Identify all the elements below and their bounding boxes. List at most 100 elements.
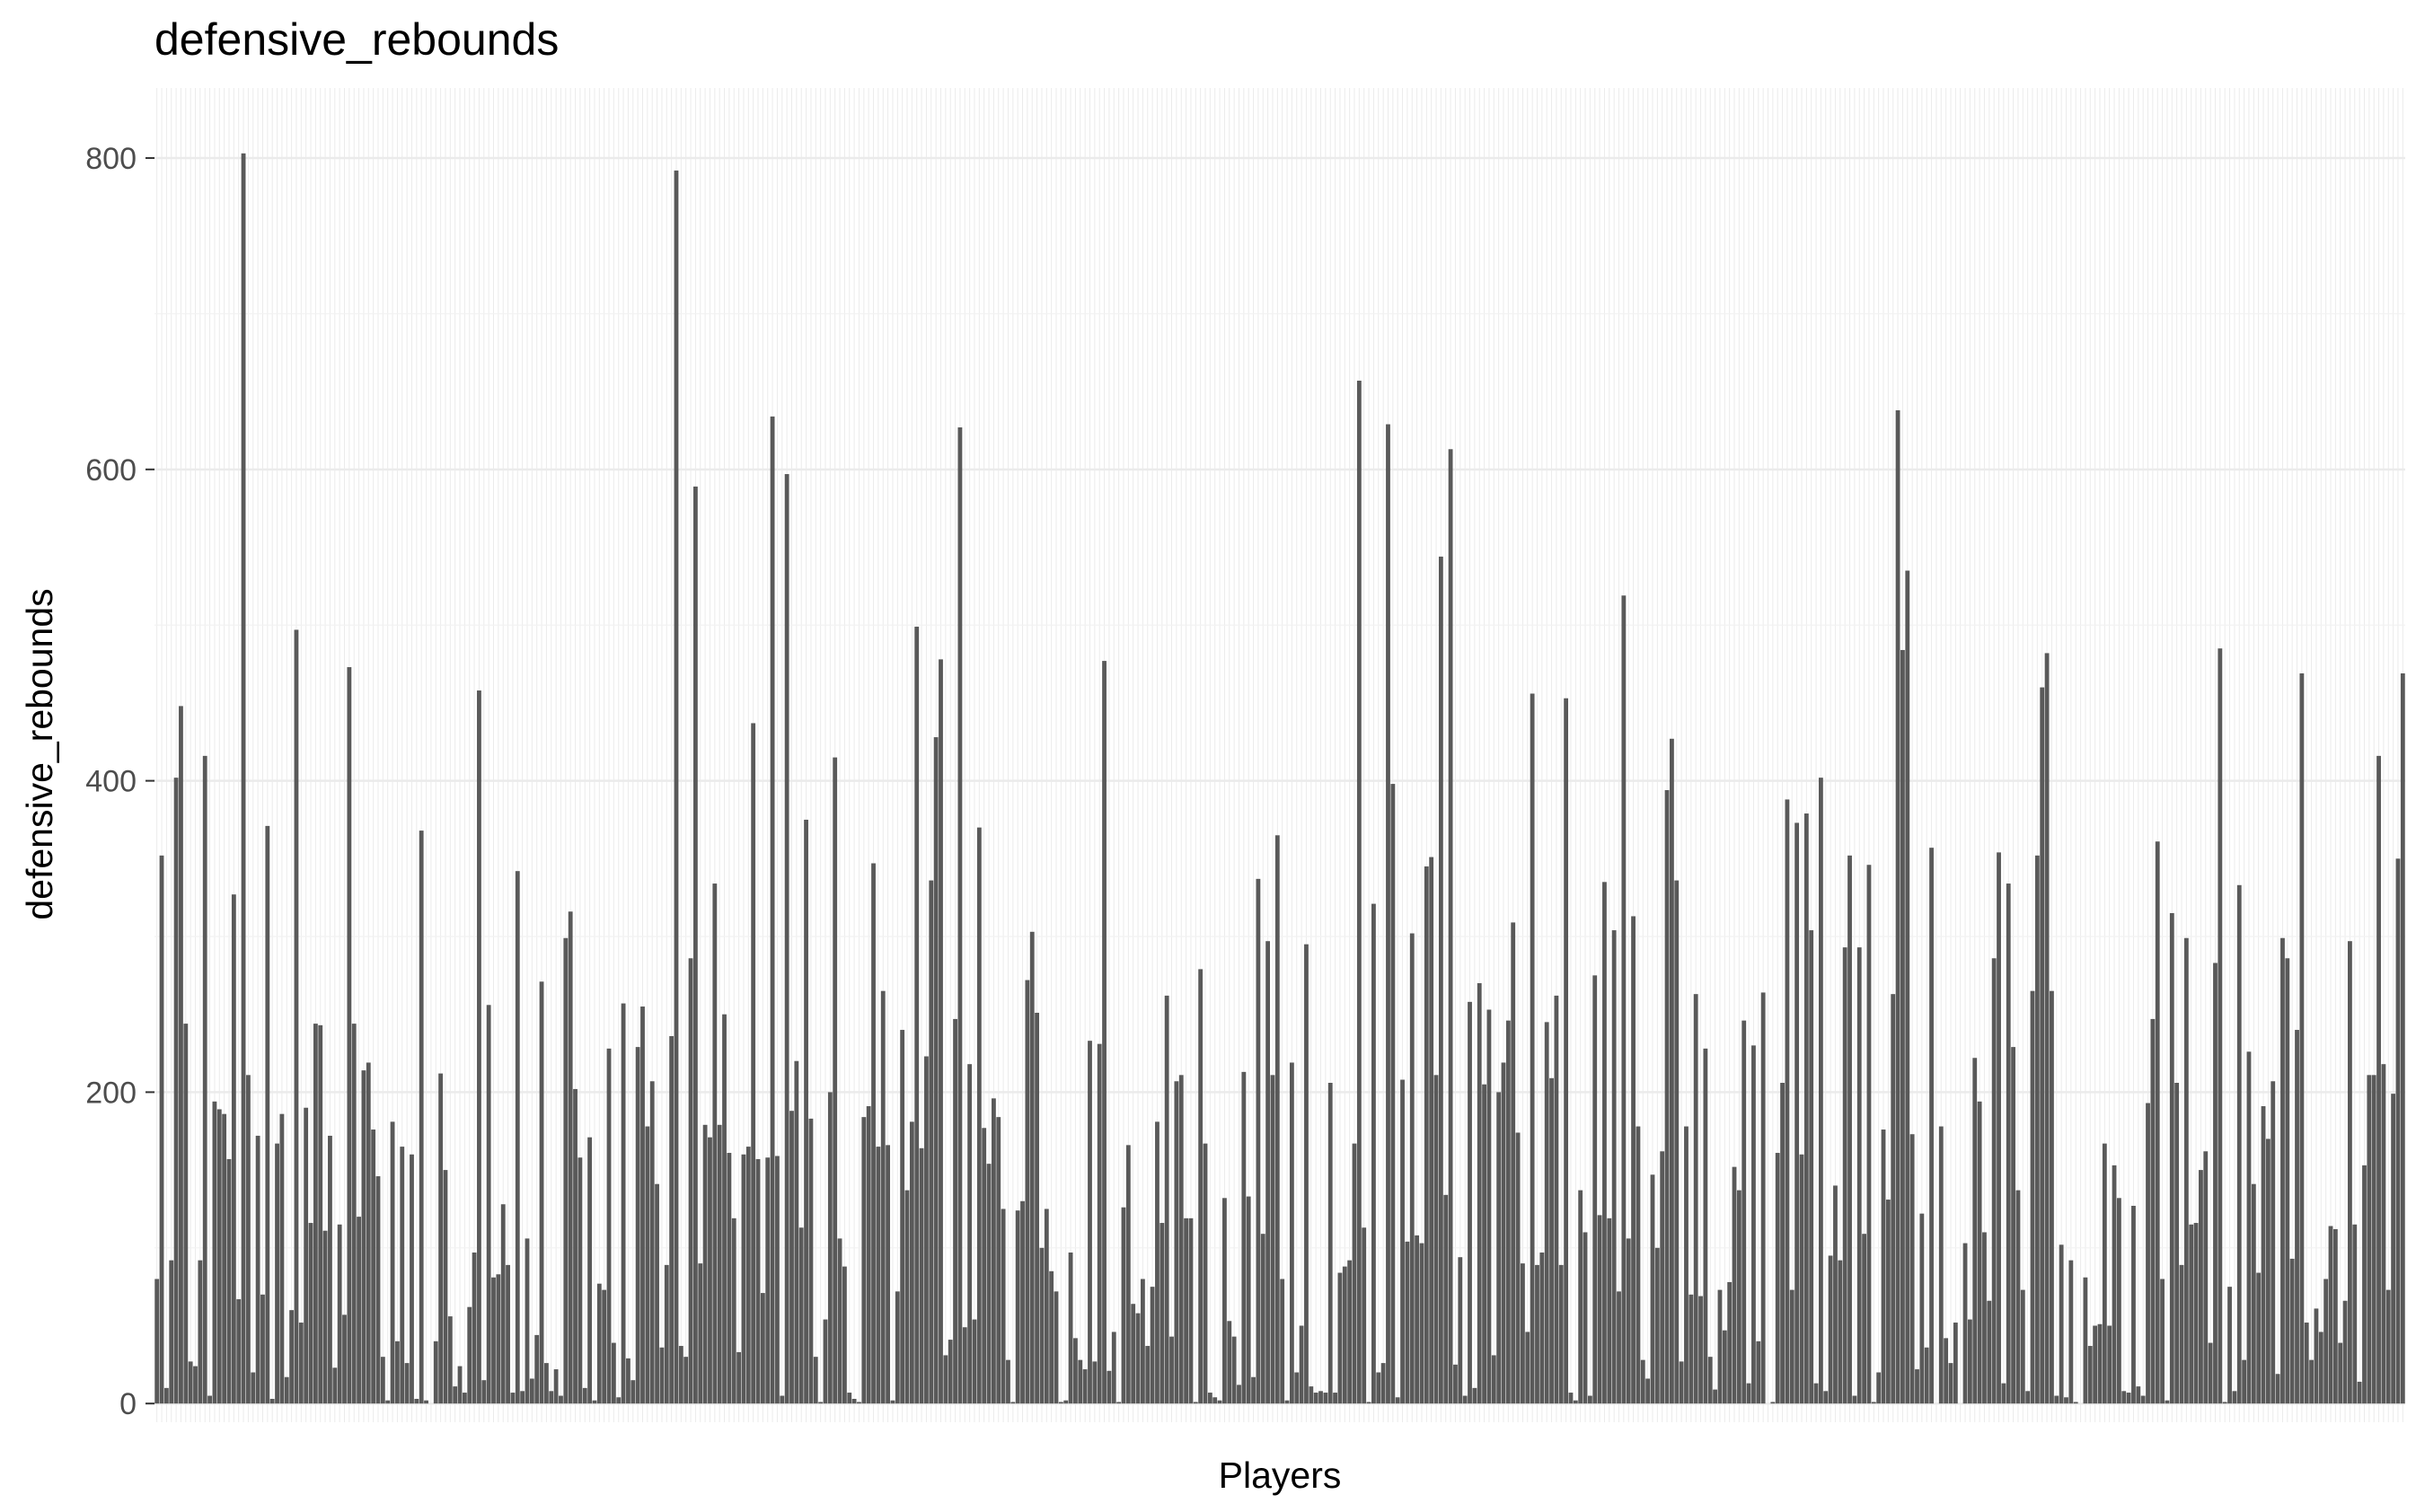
- bar: [2367, 1075, 2372, 1404]
- bar: [1342, 1266, 1347, 1404]
- bar: [2136, 1386, 2141, 1404]
- bar: [2236, 884, 2242, 1404]
- bar: [2011, 1047, 2015, 1404]
- bar: [823, 1319, 828, 1404]
- bar: [1415, 1235, 1420, 1404]
- bar: [2348, 941, 2352, 1404]
- bar: [851, 1398, 857, 1404]
- bar: [2040, 687, 2045, 1404]
- bar: [2044, 653, 2050, 1404]
- bar: [798, 1227, 804, 1404]
- bar: [2309, 1359, 2314, 1404]
- bar: [255, 1135, 260, 1404]
- bar: [2183, 937, 2189, 1404]
- bar: [357, 1217, 361, 1404]
- bar: [1626, 1238, 1631, 1404]
- bar: [447, 1316, 453, 1404]
- bar: [1573, 1400, 1578, 1404]
- bar: [890, 1400, 895, 1404]
- bar: [611, 1342, 616, 1404]
- bar: [1486, 1009, 1492, 1404]
- bar: [414, 1398, 419, 1404]
- bar: [1227, 1321, 1232, 1404]
- bar: [2203, 1151, 2209, 1404]
- bar: [453, 1386, 458, 1404]
- bar: [1684, 1126, 1689, 1404]
- bar: [1160, 1223, 1165, 1404]
- bar: [179, 706, 183, 1404]
- bar: [827, 1092, 833, 1404]
- bar: [1530, 693, 1535, 1404]
- bar: [2285, 958, 2290, 1404]
- bar: [520, 1391, 525, 1404]
- bar: [1125, 1145, 1131, 1404]
- bar: [2251, 1183, 2256, 1404]
- bar: [692, 486, 698, 1404]
- bar: [1636, 1126, 1641, 1404]
- bar: [1241, 1071, 1247, 1404]
- bar: [246, 1075, 251, 1404]
- bar: [419, 831, 424, 1404]
- bar: [953, 1018, 957, 1404]
- bar: [2126, 1393, 2131, 1404]
- bar: [1707, 1357, 1713, 1404]
- bar: [1544, 1022, 1549, 1404]
- bar: [1607, 1218, 1612, 1404]
- bar: [1294, 1372, 1300, 1404]
- bar: [2179, 1264, 2184, 1404]
- bar: [919, 1147, 924, 1404]
- bar: [198, 1260, 203, 1404]
- bar: [410, 1154, 414, 1404]
- bar: [1698, 1296, 1703, 1404]
- bar: [1929, 848, 1934, 1404]
- bar: [2332, 1228, 2338, 1404]
- bar: [943, 1355, 948, 1404]
- bar: [967, 1064, 973, 1404]
- bar: [1251, 1376, 1256, 1404]
- bar: [2395, 858, 2401, 1404]
- bar: [1082, 1369, 1088, 1404]
- bar: [1991, 958, 1997, 1404]
- bar: [1135, 1313, 1141, 1404]
- bar: [2265, 1138, 2271, 1404]
- bar: [1371, 903, 1376, 1404]
- bar: [2232, 1391, 2237, 1404]
- bar: [621, 1003, 626, 1404]
- bar: [1025, 980, 1030, 1404]
- bar: [1611, 930, 1617, 1404]
- bar: [1568, 1393, 1574, 1404]
- bar: [1140, 1279, 1145, 1404]
- bar: [1823, 1391, 1829, 1404]
- bar: [1116, 1402, 1122, 1404]
- bar: [929, 880, 934, 1404]
- bar: [1333, 1393, 1337, 1404]
- bar: [996, 1117, 1001, 1404]
- bar: [1780, 1083, 1785, 1404]
- bar: [939, 659, 943, 1404]
- bar: [159, 855, 164, 1404]
- bar: [361, 1070, 366, 1404]
- bar: [1429, 857, 1434, 1404]
- bar: [1900, 649, 1905, 1404]
- bar: [2050, 990, 2054, 1404]
- bar: [982, 1128, 987, 1404]
- bar: [635, 1047, 640, 1404]
- bar: [2323, 1279, 2329, 1404]
- bar: [289, 1310, 295, 1404]
- bar: [462, 1393, 467, 1404]
- bar: [1539, 1253, 1545, 1404]
- bar: [322, 1230, 328, 1404]
- bar: [1356, 380, 1362, 1404]
- bar: [2150, 1018, 2156, 1404]
- bar: [1617, 1291, 1621, 1404]
- bars: [154, 153, 2405, 1404]
- bar: [1299, 1325, 1304, 1404]
- bar: [683, 1357, 689, 1404]
- bar: [1443, 1194, 1449, 1404]
- bar: [304, 1107, 309, 1404]
- bar: [2068, 1260, 2074, 1404]
- bar: [895, 1291, 900, 1404]
- bar: [1760, 992, 1766, 1404]
- bar: [342, 1314, 347, 1404]
